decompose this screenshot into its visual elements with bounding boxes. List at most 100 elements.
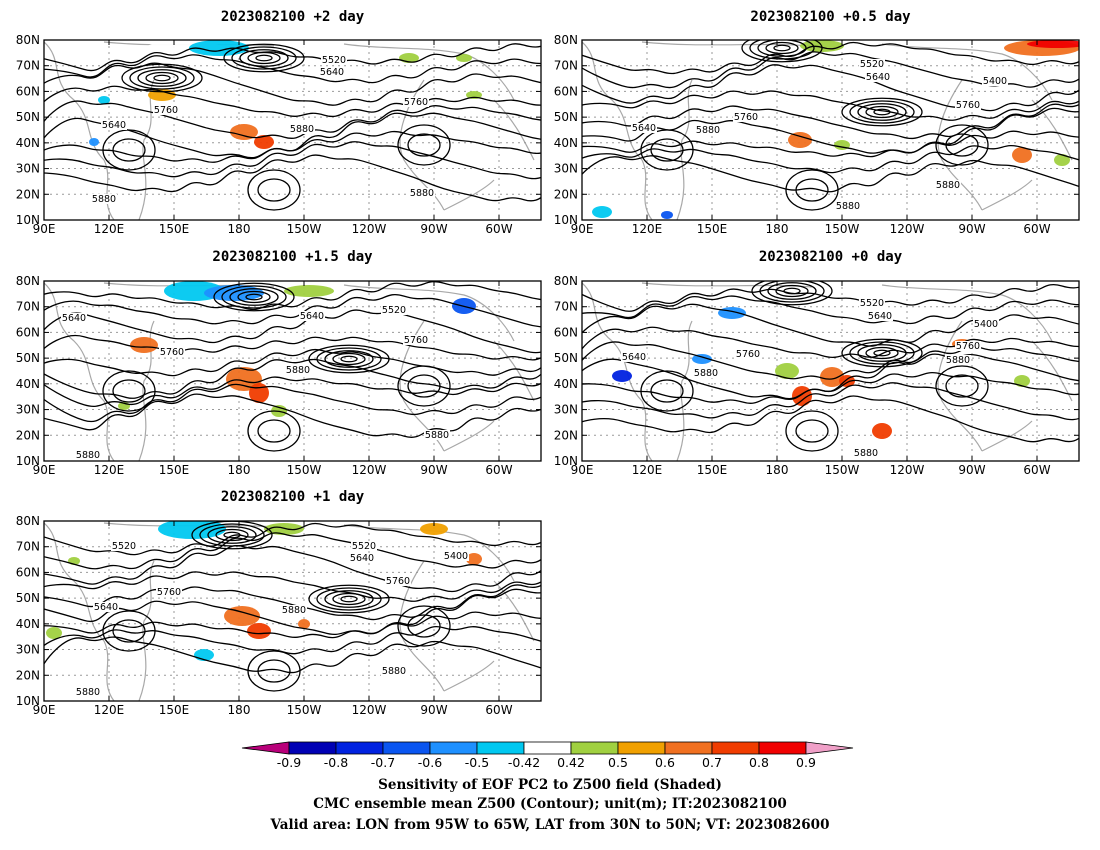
contour-labels: 5520 5640 5400 5640 5760 5760 5880 5880 5880 <box>621 298 999 459</box>
contour-label: 5880 <box>290 124 314 135</box>
contour-label: 5520 <box>112 541 136 552</box>
lat-axis: 80N 70N 60N 50N 40N 30N 20N 10N <box>16 274 541 468</box>
lat-tick-label: 60N <box>554 325 578 339</box>
lat-tick-label: 20N <box>554 428 578 442</box>
contour-label: 5880 <box>382 666 406 677</box>
contour-label: 5880 <box>854 448 878 459</box>
colorbar: -0.9 -0.8 -0.7 -0.6 -0.5 -0.42 0.42 0.5 0.6 0.7 0.… <box>241 741 854 770</box>
panel-frame <box>581 39 1080 221</box>
contour-label: 5760 <box>734 112 758 123</box>
z500-contours <box>44 521 541 692</box>
contour-label: 5880 <box>936 180 960 191</box>
colorbar-tick-label: 0.42 <box>557 755 585 770</box>
contour-label: 5640 <box>350 553 374 564</box>
sensitivity-shading <box>89 40 482 149</box>
map-area: 5520 5640 5400 5640 5760 5760 5880 5880 5880 <box>582 281 1079 461</box>
lon-tick-label: 120E <box>632 222 663 236</box>
panel-frame <box>43 520 542 702</box>
contour-label: 5400 <box>444 551 468 562</box>
lon-tick-label: 150E <box>697 463 728 477</box>
colorbar-tick-label: 0.9 <box>796 755 816 770</box>
panel-frame <box>581 280 1080 462</box>
lat-tick-label: 30N <box>16 162 40 176</box>
lon-tick-label: 60W <box>485 463 512 477</box>
lon-tick-label: 120E <box>94 703 125 717</box>
lon-axis: 90E 120E 150E 180 150W 120W 90W 60W <box>33 521 513 717</box>
contour-label: 5760 <box>404 335 428 346</box>
contour-label: 5640 <box>866 72 890 83</box>
contour-label: 5760 <box>956 341 980 352</box>
map-area: 5640 5640 5520 5760 5760 5880 5880 5880 <box>44 281 541 461</box>
colorbar-box <box>476 741 525 755</box>
lat-tick-label: 40N <box>554 136 578 150</box>
contour-label: 5880 <box>946 355 970 366</box>
lon-tick-label: 120W <box>352 463 387 477</box>
lat-axis: 80N 70N 60N 50N 40N 30N 20N 10N <box>16 514 541 708</box>
colorbar-box <box>288 741 337 755</box>
lat-tick-label: 50N <box>554 351 578 365</box>
coastlines <box>582 282 1073 461</box>
colorbar-tick-label: -0.9 <box>277 755 301 770</box>
lat-tick-label: 30N <box>554 403 578 417</box>
lon-tick-label: 150W <box>287 463 322 477</box>
lon-tick-label: 60W <box>485 703 512 717</box>
lon-tick-label: 120W <box>890 222 925 236</box>
lat-tick-label: 80N <box>554 33 578 47</box>
lat-tick-label: 40N <box>16 136 40 150</box>
lat-tick-label: 30N <box>554 162 578 176</box>
lon-tick-label: 180 <box>766 463 789 477</box>
lon-tick-label: 90E <box>571 463 594 477</box>
colorbar-tick-label: -0.8 <box>324 755 348 770</box>
lon-tick-label: 90W <box>420 703 447 717</box>
caption-line-3: Valid area: LON from 95W to 65W, LAT fro… <box>270 817 830 833</box>
colorbar-box <box>664 741 713 755</box>
lat-tick-label: 30N <box>16 643 40 657</box>
caption-line-2: CMC ensemble mean Z500 (Contour); unit(m… <box>313 796 786 812</box>
contour-label: 5640 <box>320 67 344 78</box>
lat-tick-label: 80N <box>16 33 40 47</box>
contour-labels: 5520 5640 5400 5640 5760 5760 5880 5880 5880 <box>631 59 1008 212</box>
lon-tick-label: 90E <box>33 222 56 236</box>
lon-tick-label: 90W <box>958 222 985 236</box>
contour-label: 5760 <box>154 105 178 116</box>
lon-tick-label: 90W <box>420 463 447 477</box>
contour-label: 5520 <box>860 59 884 70</box>
panel-title: 2023082100 +1.5 day <box>212 249 373 265</box>
lat-tick-label: 10N <box>554 454 578 468</box>
lat-tick-label: 50N <box>16 591 40 605</box>
contour-label: 5760 <box>157 587 181 598</box>
lat-tick-label: 80N <box>554 274 578 288</box>
lon-tick-label: 150W <box>287 703 322 717</box>
lat-tick-label: 10N <box>16 213 40 227</box>
lon-tick-label: 180 <box>228 703 251 717</box>
panel-p2: 2023082100 +2 day55205640564057605760588… <box>16 9 542 236</box>
lat-tick-label: 50N <box>554 110 578 124</box>
lon-tick-label: 90E <box>33 463 56 477</box>
lat-tick-label: 10N <box>554 213 578 227</box>
contour-label: 5640 <box>300 311 324 322</box>
lon-tick-label: 90W <box>958 463 985 477</box>
contour-label: 5880 <box>410 188 434 199</box>
contour-label: 5640 <box>94 602 118 613</box>
colorbar-arrow-high <box>805 741 854 755</box>
lon-tick-label: 150E <box>159 703 190 717</box>
colorbar-tick-label: -0.6 <box>418 755 442 770</box>
lon-tick-label: 150E <box>159 222 190 236</box>
lon-axis: 90E 120E 150E 180 150W 120W 90W 60W <box>33 281 513 477</box>
lat-tick-label: 20N <box>16 428 40 442</box>
panel-title: 2023082100 +2 day <box>221 9 365 25</box>
lon-tick-label: 180 <box>766 222 789 236</box>
lon-tick-label: 180 <box>228 222 251 236</box>
panel-title: 2023082100 +0 day <box>759 249 903 265</box>
lon-axis: 90E 120E 150E 180 150W 120W 90W 60W <box>571 281 1051 477</box>
lat-tick-label: 10N <box>16 454 40 468</box>
lon-tick-label: 120E <box>632 463 663 477</box>
lat-tick-label: 40N <box>554 377 578 391</box>
contour-label: 5880 <box>76 450 100 461</box>
lat-axis: 80N 70N 60N 50N 40N 30N 20N 10N <box>554 33 1079 227</box>
